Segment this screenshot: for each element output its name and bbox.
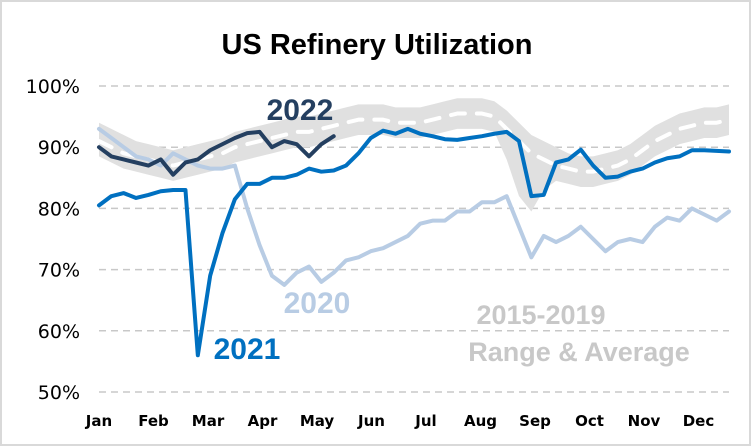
label-2022: 2022	[267, 94, 334, 127]
y-tick-label: 60%	[38, 321, 80, 343]
average-line-2015-2019	[97, 111, 731, 174]
x-tick-label: Sep	[519, 412, 551, 430]
x-tick-label: Feb	[138, 412, 169, 430]
x-tick-label: Dec	[683, 412, 715, 430]
x-tick-label: Nov	[628, 412, 661, 430]
gridlines	[99, 85, 729, 393]
y-tick-label: 90%	[38, 137, 80, 159]
series-2020-line	[97, 126, 731, 287]
label-2021: 2021	[214, 333, 281, 366]
x-tick-label: Mar	[192, 412, 225, 430]
label-range-line2: Range & Average	[468, 337, 690, 367]
label-range-line1: 2015-2019	[476, 300, 605, 330]
y-tick-label: 80%	[38, 198, 80, 220]
y-tick-label: 70%	[38, 260, 80, 282]
x-axis-ticks: Jan Feb Mar Apr May Jun Jul Aug Sep Oct Nov Dec	[85, 412, 714, 430]
plot-area	[97, 98, 731, 358]
label-2020: 2020	[284, 287, 351, 320]
chart-title: US Refinery Utilization	[222, 29, 533, 61]
y-tick-label: 50%	[38, 382, 80, 404]
range-band-2015-2019	[99, 98, 729, 212]
x-tick-label: Jan	[85, 412, 112, 430]
x-tick-label: May	[300, 412, 335, 430]
y-tick-label: 100%	[26, 76, 80, 98]
y-axis-ticks: 100% 90% 80% 70% 60% 50%	[26, 76, 80, 404]
x-tick-label: Oct	[575, 412, 604, 430]
series-2021-line	[97, 126, 731, 358]
x-tick-label: Jul	[414, 412, 436, 430]
x-tick-label: Aug	[464, 412, 497, 430]
series-2022-line	[97, 129, 336, 177]
x-tick-label: Apr	[248, 412, 278, 430]
x-tick-label: Jun	[357, 412, 385, 430]
